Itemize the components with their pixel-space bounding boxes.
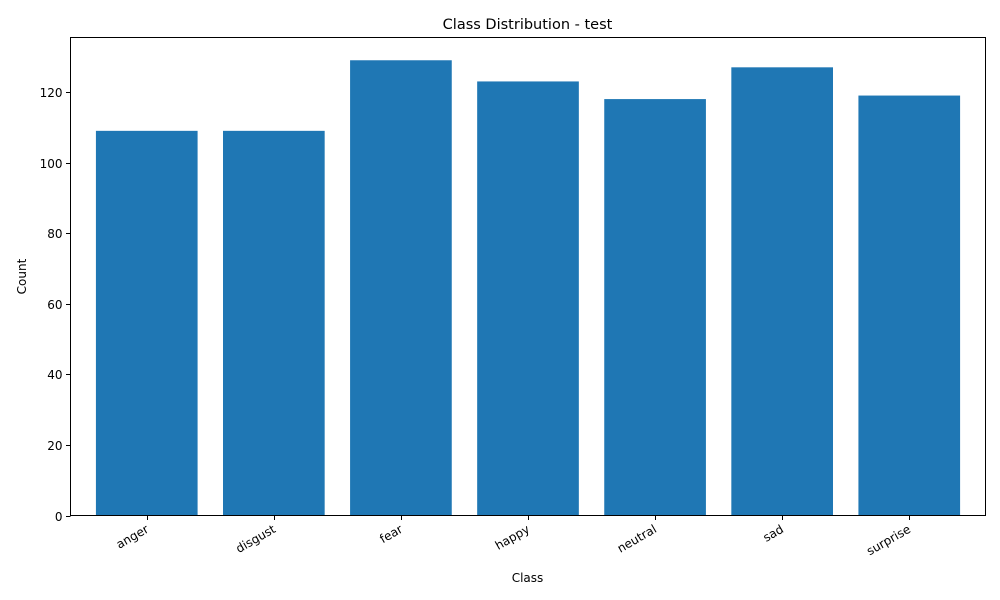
- x-axis-ticks: anger disgust fear happy neutral sad surprise: [114, 515, 913, 558]
- x-tick-label-happy: happy: [493, 522, 532, 553]
- y-tick-label: 120: [40, 86, 63, 100]
- y-axis-title: Count: [15, 258, 29, 294]
- x-tick-label-neutral: neutral: [615, 522, 659, 556]
- chart-title: Class Distribution - test: [443, 17, 613, 33]
- y-tick-label: 60: [47, 298, 62, 312]
- bar-anger: [95, 130, 198, 516]
- bars-group: [95, 60, 961, 516]
- y-axis-ticks: 0 20 40 60 80 100 120: [40, 86, 71, 524]
- y-tick-label: 100: [40, 157, 63, 171]
- bar-fear: [350, 60, 452, 516]
- y-tick-label: 0: [55, 510, 63, 524]
- x-tick-label-fear: fear: [377, 522, 405, 546]
- x-tick-label-surprise: surprise: [864, 522, 913, 558]
- y-tick-label: 40: [47, 368, 62, 382]
- bar-surprise: [858, 95, 961, 516]
- bar-happy: [477, 81, 579, 516]
- plot-frame: [70, 37, 986, 516]
- bar-sad: [731, 67, 833, 516]
- x-tick-label-sad: sad: [761, 522, 786, 545]
- bar-disgust: [223, 130, 325, 516]
- x-tick-label-disgust: disgust: [233, 522, 278, 556]
- bar-neutral: [604, 99, 706, 516]
- x-axis-title: Class: [512, 571, 544, 585]
- x-tick-label-anger: anger: [114, 522, 151, 552]
- y-tick-label: 20: [47, 439, 62, 453]
- y-tick-label: 80: [47, 227, 62, 241]
